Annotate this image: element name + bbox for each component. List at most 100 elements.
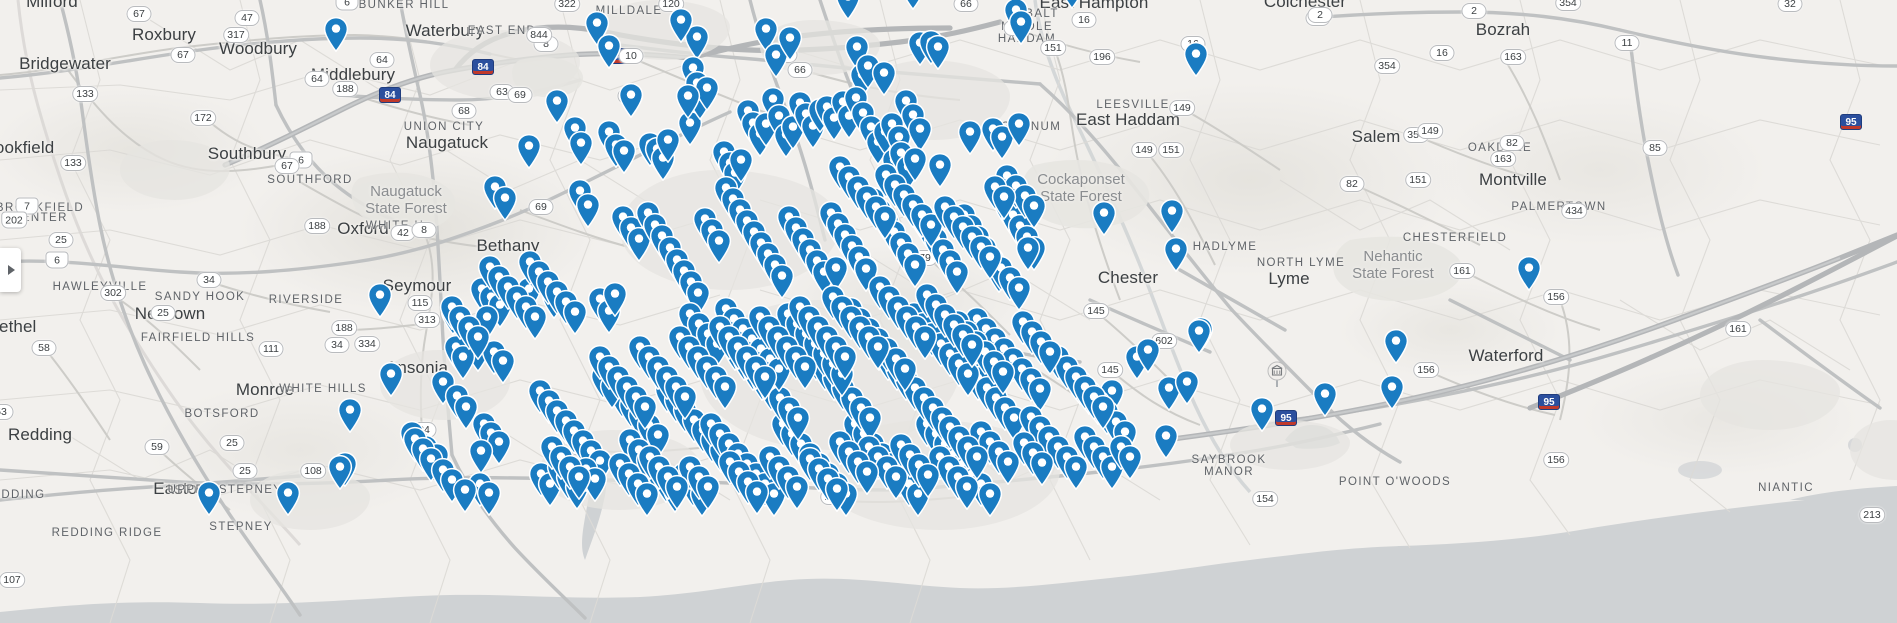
map-pin-marker[interactable] xyxy=(596,33,622,69)
map-pin-marker[interactable] xyxy=(1008,9,1034,45)
map-pin-marker[interactable] xyxy=(465,324,491,360)
map-pin-marker[interactable] xyxy=(763,42,789,78)
map-pin-marker[interactable] xyxy=(668,7,694,43)
map-pin-marker[interactable] xyxy=(944,259,970,295)
map-pin-marker[interactable] xyxy=(1029,450,1055,486)
map-pin-marker[interactable] xyxy=(632,394,658,430)
map-pin-marker[interactable] xyxy=(1379,374,1405,410)
map-pin-marker[interactable] xyxy=(1063,454,1089,490)
map-pin-marker[interactable] xyxy=(672,384,698,420)
map-pin-marker[interactable] xyxy=(490,348,516,384)
map-pin-marker[interactable] xyxy=(568,130,594,166)
map-pin-marker[interactable] xyxy=(918,212,944,248)
map-pin-marker[interactable] xyxy=(1183,41,1209,77)
map-pin-marker[interactable] xyxy=(634,481,660,517)
map-pin-marker[interactable] xyxy=(1153,423,1179,459)
map-pin-marker[interactable] xyxy=(453,394,479,430)
map-pin-marker[interactable] xyxy=(1163,236,1189,272)
map-pin-marker[interactable] xyxy=(664,474,690,510)
map-pin-marker[interactable] xyxy=(872,204,898,240)
map-pin-marker[interactable] xyxy=(468,438,494,474)
map-pin-marker[interactable] xyxy=(991,184,1017,220)
map-pin-marker[interactable] xyxy=(1037,339,1063,375)
map-pin-marker[interactable] xyxy=(618,82,644,118)
map-pin-marker[interactable] xyxy=(835,0,861,20)
map-pin-marker[interactable] xyxy=(611,138,637,174)
map-pin-marker[interactable] xyxy=(1090,394,1116,430)
map-pin-marker[interactable] xyxy=(925,34,951,70)
map-pin-marker[interactable] xyxy=(883,464,909,500)
map-pin-marker[interactable] xyxy=(1135,337,1161,373)
map-pin-marker[interactable] xyxy=(907,116,933,152)
map-pin-marker[interactable] xyxy=(912,324,938,360)
map-pin-marker[interactable] xyxy=(784,474,810,510)
map-pin-marker[interactable] xyxy=(450,344,476,380)
map-pin-marker[interactable] xyxy=(378,361,404,397)
map-pin-marker[interactable] xyxy=(1383,328,1409,364)
map-pin-marker[interactable] xyxy=(902,146,928,182)
map-pin-marker[interactable] xyxy=(1059,0,1085,9)
map-pin-marker[interactable] xyxy=(977,244,1003,280)
map-pin-marker[interactable] xyxy=(871,60,897,96)
map-pin-marker[interactable] xyxy=(955,361,981,397)
map-pin-marker[interactable] xyxy=(959,332,985,368)
map-pin-marker[interactable] xyxy=(684,24,710,60)
map-pin-marker[interactable] xyxy=(706,228,732,264)
map-pin-marker[interactable] xyxy=(323,16,349,52)
map-pin-marker[interactable] xyxy=(753,16,779,52)
map-pin-marker[interactable] xyxy=(1186,318,1212,354)
map-pin-marker[interactable] xyxy=(1021,193,1047,229)
map-pin-marker[interactable] xyxy=(989,124,1015,160)
map-pin-marker[interactable] xyxy=(927,152,953,188)
map-pin-marker[interactable] xyxy=(367,282,393,318)
map-pin-marker[interactable] xyxy=(728,147,754,183)
map-pin-marker[interactable] xyxy=(823,255,849,291)
map-pin-marker[interactable] xyxy=(865,334,891,370)
map-pin-marker[interactable] xyxy=(953,0,979,2)
poi-museum-icon[interactable] xyxy=(1267,361,1287,392)
map-pin-marker[interactable] xyxy=(522,304,548,340)
map-pin-marker[interactable] xyxy=(1027,376,1053,412)
map-pin-marker[interactable] xyxy=(476,480,502,516)
map-pin-marker[interactable] xyxy=(995,449,1021,485)
map-pin-marker[interactable] xyxy=(695,474,721,510)
map-pin-marker[interactable] xyxy=(1516,255,1542,291)
map-pin-marker[interactable] xyxy=(990,359,1016,395)
map-pin-marker[interactable] xyxy=(792,354,818,390)
map-pin-marker[interactable] xyxy=(1006,111,1032,147)
map-pin-marker[interactable] xyxy=(1156,375,1182,411)
map-pin-marker[interactable] xyxy=(655,127,681,163)
map-pin-marker[interactable] xyxy=(575,192,601,228)
map-pin-marker[interactable] xyxy=(857,405,883,441)
map-pin-marker[interactable] xyxy=(832,344,858,380)
map-pin-marker[interactable] xyxy=(977,481,1003,517)
map-pin-marker[interactable] xyxy=(785,405,811,441)
map-pin-marker[interactable] xyxy=(602,281,628,317)
map-pin-marker[interactable] xyxy=(957,119,983,155)
map-pin-marker[interactable] xyxy=(1015,235,1041,271)
map-pin-marker[interactable] xyxy=(566,464,592,500)
map-pin-marker[interactable] xyxy=(915,462,941,498)
map-pin-marker[interactable] xyxy=(892,356,918,392)
map-pin-marker[interactable] xyxy=(712,374,738,410)
map-pin-marker[interactable] xyxy=(900,0,926,10)
map-pin-marker[interactable] xyxy=(544,88,570,124)
map-pin-marker[interactable] xyxy=(327,454,353,490)
map-pin-marker[interactable] xyxy=(954,474,980,510)
map-pin-marker[interactable] xyxy=(777,25,803,61)
map-pin-marker[interactable] xyxy=(675,83,701,119)
map-pin-marker[interactable] xyxy=(452,477,478,513)
map-pin-marker[interactable] xyxy=(824,476,850,512)
map-pin-marker[interactable] xyxy=(769,263,795,299)
map-pin-marker[interactable] xyxy=(1312,381,1338,417)
map-pin-marker[interactable] xyxy=(902,252,928,288)
map-pin-marker[interactable] xyxy=(196,480,222,516)
map-pin-marker[interactable] xyxy=(516,133,542,169)
map-pin-marker[interactable] xyxy=(964,444,990,480)
map-pin-marker[interactable] xyxy=(337,397,363,433)
map-pin-marker[interactable] xyxy=(1117,444,1143,480)
map-pin-marker[interactable] xyxy=(492,185,518,221)
map-pin-marker[interactable] xyxy=(744,479,770,515)
map-pin-marker[interactable] xyxy=(626,226,652,262)
